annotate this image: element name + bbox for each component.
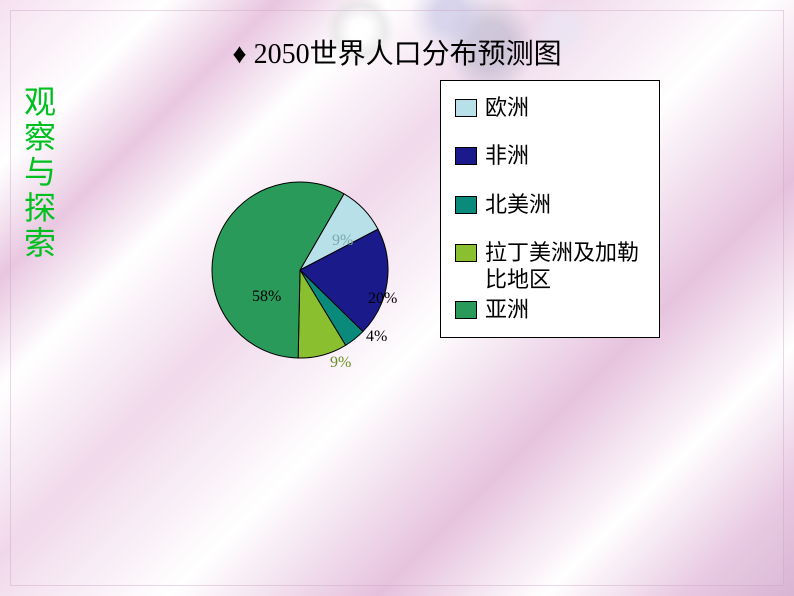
legend-label: 欧洲: [485, 95, 645, 121]
legend-item: 亚洲: [455, 297, 645, 323]
slice-label: 20%: [368, 290, 397, 308]
legend-label: 非洲: [485, 143, 645, 169]
side-label: 观察与探索: [24, 85, 58, 261]
legend-item: 非洲: [455, 143, 645, 169]
legend-label: 拉丁美洲及加勒比地区: [485, 240, 645, 293]
legend-item: 北美洲: [455, 192, 645, 218]
legend-item: 欧洲: [455, 95, 645, 121]
legend-swatch: [455, 147, 477, 165]
legend-label: 亚洲: [485, 297, 645, 323]
legend-swatch: [455, 244, 477, 262]
legend: 欧洲非洲北美洲拉丁美洲及加勒比地区亚洲: [440, 80, 660, 338]
slide-title: ♦ 2050世界人口分布预测图: [0, 32, 794, 72]
slice-label: 9%: [332, 232, 353, 250]
legend-item: 拉丁美洲及加勒比地区: [455, 240, 645, 293]
slice-label: 4%: [366, 328, 387, 346]
legend-swatch: [455, 99, 477, 117]
legend-label: 北美洲: [485, 192, 645, 218]
legend-swatch: [455, 301, 477, 319]
slice-label: 58%: [252, 288, 281, 306]
pie-svg: [210, 180, 390, 360]
slice-label: 9%: [330, 354, 351, 372]
pie-chart: 9% 20% 4% 9% 58%: [170, 150, 420, 400]
legend-swatch: [455, 196, 477, 214]
